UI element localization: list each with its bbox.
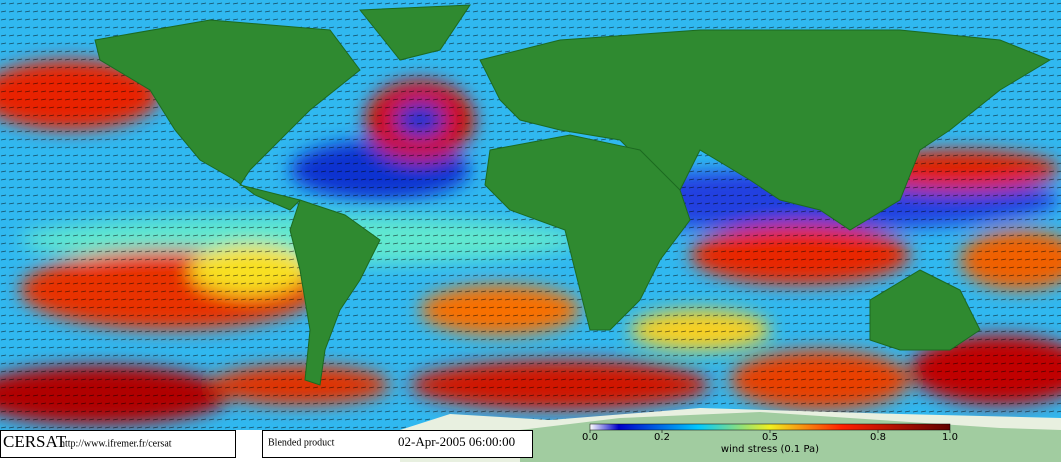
australia — [869, 269, 981, 351]
colorbar-tick-label: 0.8 — [870, 432, 886, 443]
colorbar-tick-label: 0.0 — [582, 432, 598, 443]
colorbar-tick-label: 0.5 — [762, 432, 778, 443]
continents — [94, 4, 1052, 386]
greenland — [358, 4, 471, 61]
product-box — [262, 430, 533, 458]
product: Blended product — [268, 437, 335, 448]
colorbar-tick-label: 0.2 — [654, 432, 670, 443]
url: http://www.ifremer.fr/cersat — [60, 438, 172, 449]
colorbar-tick-label: 1.0 — [942, 432, 958, 443]
logo: CERSAT — [3, 432, 67, 451]
colorbar-label: wind stress (0.1 Pa) — [721, 444, 819, 455]
colorbar — [589, 423, 951, 431]
south-america — [289, 199, 381, 386]
credit-box — [0, 430, 236, 458]
eurasia — [479, 29, 1052, 231]
africa — [484, 134, 691, 331]
timestamp: 02-Apr-2005 06:00:00 — [398, 434, 515, 449]
